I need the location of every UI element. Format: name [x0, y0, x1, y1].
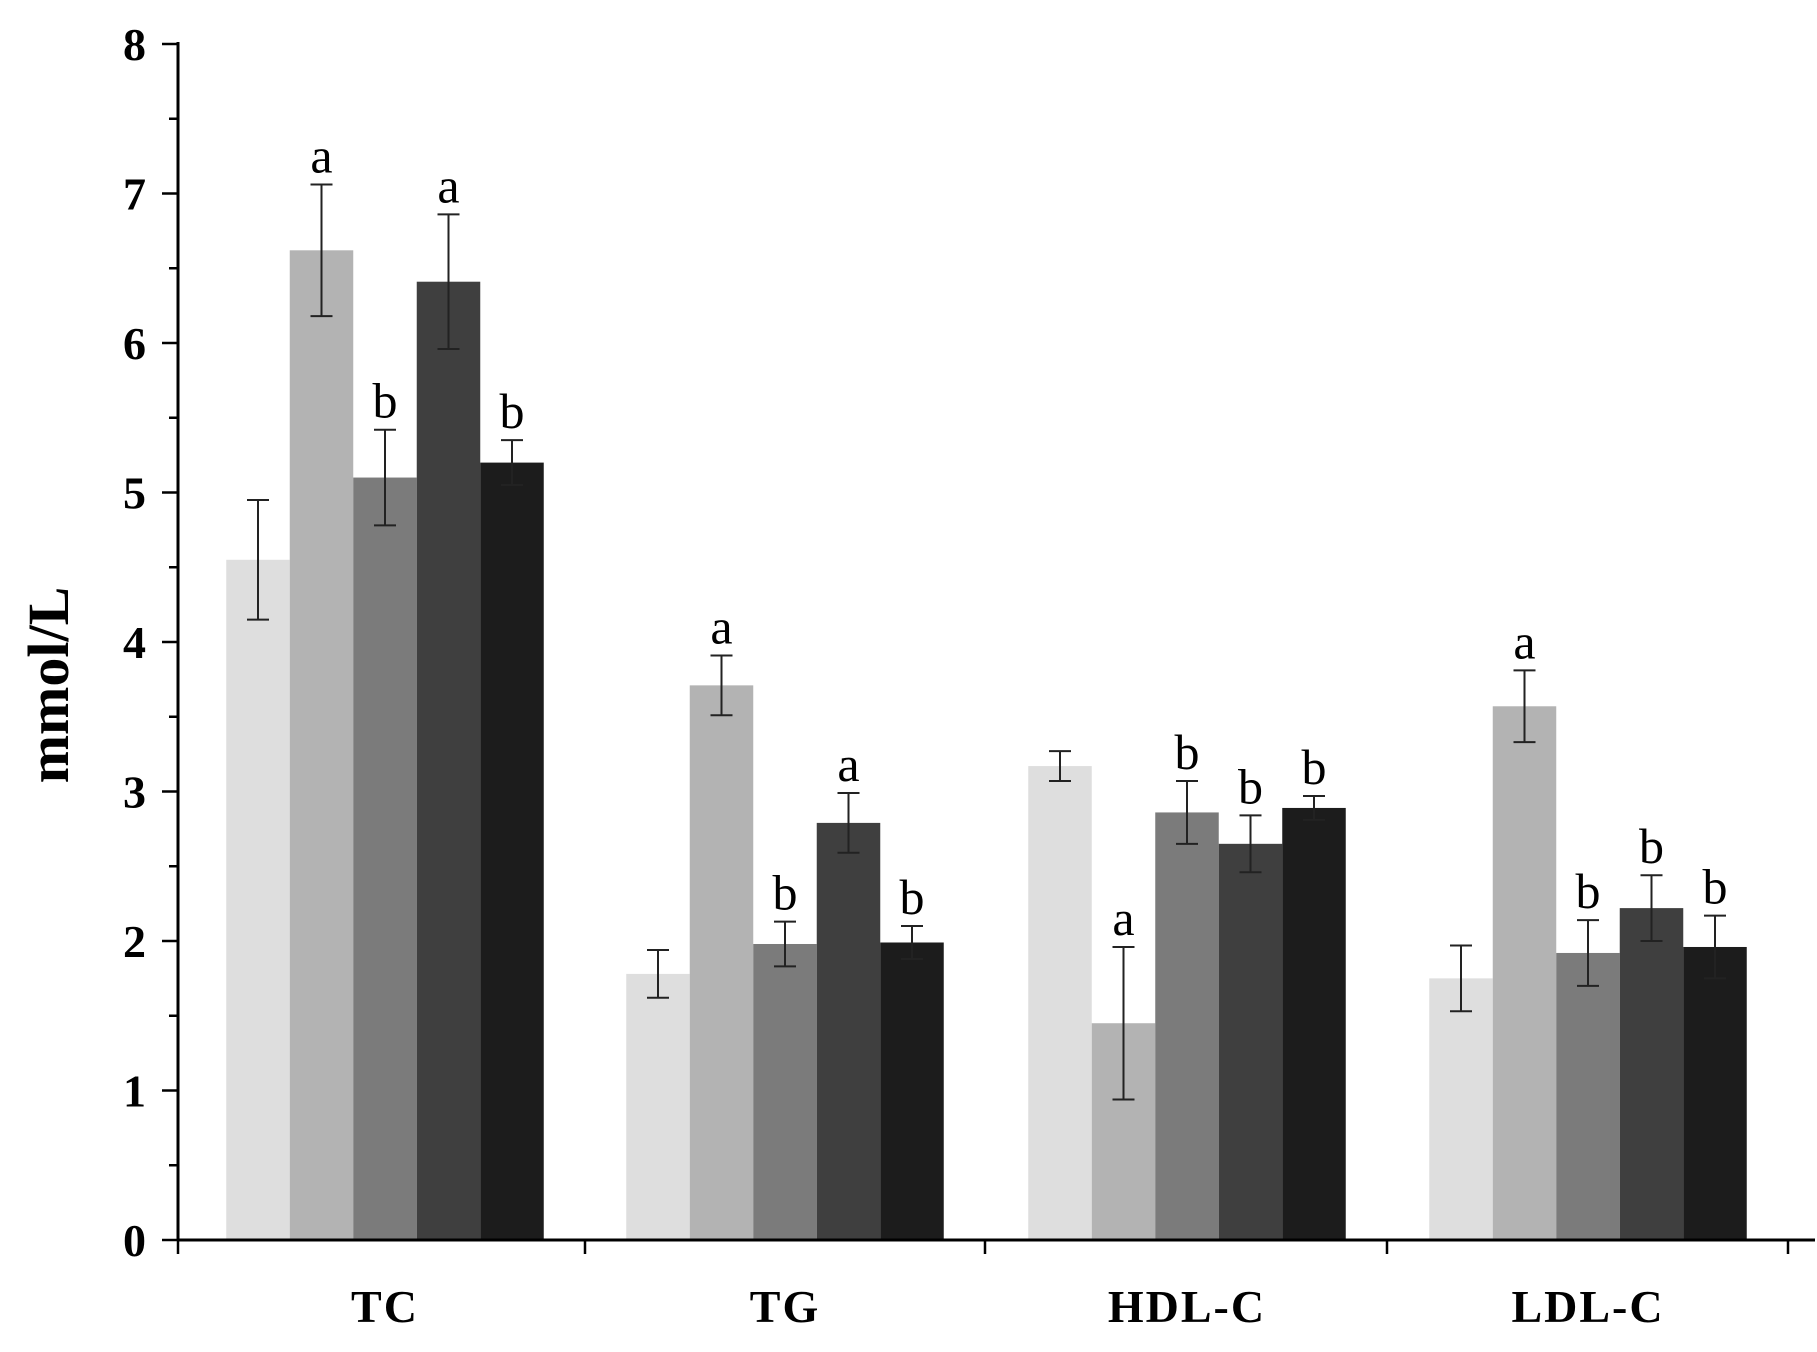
- significance-label: b: [1238, 758, 1263, 814]
- y-axis-title: mmol/L: [16, 587, 81, 784]
- significance-label: b: [1302, 739, 1327, 795]
- error-bar: [1239, 814, 1262, 874]
- significance-label: a: [710, 598, 732, 654]
- bar-hdl-c-s4: [1218, 843, 1283, 1240]
- error-bar: [437, 213, 460, 350]
- error-bar: [1577, 919, 1599, 987]
- y-tick-label: 1: [123, 1066, 146, 1117]
- error-bar: [247, 498, 269, 621]
- bar-hdl-c-s1: [1028, 766, 1092, 1240]
- y-tick-label: 2: [123, 916, 146, 967]
- error-bar: [901, 925, 923, 960]
- error-bar: [310, 183, 333, 318]
- significance-label: a: [1513, 613, 1535, 669]
- bar-tc-s3: [353, 477, 417, 1240]
- x-category-label-tc: TC: [351, 1281, 419, 1332]
- error-bar: [1704, 914, 1726, 980]
- bar-hdl-c-s5: [1282, 807, 1346, 1240]
- significance-label: b: [500, 383, 525, 439]
- significance-label: b: [1703, 859, 1728, 915]
- bar-hdl-c-s3: [1155, 812, 1219, 1240]
- y-tick-label: 7: [123, 169, 146, 220]
- bar-tg-s3: [753, 943, 817, 1240]
- x-category-label-ldl-c: LDL-C: [1511, 1281, 1664, 1332]
- x-category-label-hdl-c: HDL-C: [1108, 1281, 1266, 1332]
- bar-tg-s5: [880, 942, 944, 1240]
- bar-ldl-c-s1: [1429, 978, 1493, 1240]
- significance-label: b: [1639, 818, 1664, 874]
- bar-tc-s4: [416, 281, 481, 1241]
- y-tick-label: 0: [123, 1215, 146, 1266]
- significance-label: a: [437, 157, 459, 213]
- bar-ldl-c-s3: [1556, 952, 1620, 1240]
- error-bar: [710, 654, 733, 717]
- bar-tc-s2: [289, 250, 354, 1240]
- bar-ldl-c-s4: [1619, 908, 1684, 1240]
- bar-tc-s1: [226, 559, 290, 1240]
- error-bar: [1176, 780, 1198, 845]
- y-tick-label: 6: [123, 318, 146, 369]
- y-tick-label: 3: [123, 767, 146, 818]
- bar-ldl-c-s2: [1492, 706, 1557, 1240]
- bar-tg-s1: [626, 973, 690, 1240]
- significance-label: b: [900, 869, 925, 925]
- y-tick-label: 4: [123, 617, 146, 668]
- error-bar: [1112, 945, 1135, 1101]
- bar-tg-s4: [816, 822, 881, 1240]
- significance-label: a: [1112, 890, 1134, 946]
- error-bar: [647, 948, 669, 999]
- bar-tc-s5: [480, 462, 544, 1241]
- error-bar: [1640, 874, 1663, 942]
- significance-label: b: [373, 373, 398, 429]
- significance-label: b: [1576, 863, 1601, 919]
- y-tick-label: 5: [123, 468, 146, 519]
- error-bar: [1303, 794, 1325, 821]
- y-tick-label: 8: [123, 19, 146, 70]
- error-bar: [374, 428, 396, 527]
- error-bar: [501, 439, 523, 487]
- significance-label: b: [773, 865, 798, 921]
- bars-layer: [226, 250, 1747, 1241]
- error-bar: [774, 920, 796, 968]
- bar-tg-s2: [689, 685, 754, 1240]
- significance-label: b: [1175, 724, 1200, 780]
- error-bars-layer: [247, 183, 1726, 1101]
- significance-label: a: [310, 128, 332, 184]
- bar-ldl-c-s5: [1683, 946, 1747, 1240]
- axes-layer: 0 1 2 3 4 5 6 7 8 TC TG HDL-C LDL-C: [123, 19, 1815, 1332]
- error-bar: [1049, 750, 1071, 783]
- error-bar: [1513, 669, 1536, 744]
- significance-label: a: [837, 736, 859, 792]
- error-bar: [1450, 944, 1472, 1013]
- error-bar: [837, 791, 860, 854]
- x-category-label-tg: TG: [750, 1281, 820, 1332]
